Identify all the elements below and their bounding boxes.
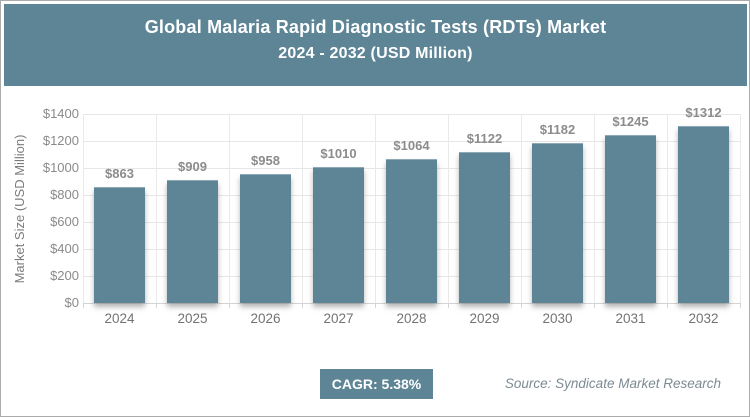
bar-2027 [313,166,364,303]
y-axis-tick-labels: $0 $200 $400 $600 $800 $1000 $1200 $1400 [21,106,79,310]
grid-line-vertical [594,114,595,303]
bar-value-label: $1064 [393,138,430,154]
y-axis-tick-label: $1000 [42,160,79,175]
y-axis-tick-label: $1400 [42,106,79,121]
x-axis-labels: 2024 2025 2026 2027 2028 2029 2030 2031 2032 [83,311,740,331]
y-axis-tick-label: $800 [50,187,79,202]
bar-value-label: $1122 [466,130,503,146]
axis-tick-mark [229,303,230,308]
y-axis-tick-label: $1200 [42,133,79,148]
plot-area: $863 $909 $958 $1010 $1064 $1122 $1182 $1245 $13… [83,105,741,308]
axis-tick-mark [521,303,522,308]
bar-value-label: $863 [105,165,134,181]
grid-line-horizontal [83,303,740,304]
chart-header: Global Malaria Rapid Diagnostic Tests (R… [4,4,747,86]
cagr-badge: CAGR: 5.38% [320,369,433,399]
grid-line-vertical [302,114,303,303]
x-axis-label: 2031 [615,311,646,326]
axis-tick-mark [156,303,157,308]
y-axis-tick-label: $0 [64,295,79,310]
axis-tick-mark [302,303,303,308]
y-axis-tick-label: $400 [50,241,79,256]
grid-line-horizontal [83,114,740,115]
grid-line-vertical [667,114,668,303]
grid-line-vertical [375,114,376,303]
x-axis-label: 2027 [323,311,354,326]
x-axis-label: 2024 [104,311,135,326]
axis-tick-mark [375,303,376,308]
bar-value-label: $1010 [320,145,357,161]
grid-line-horizontal [83,141,740,142]
bar-2026 [240,173,291,303]
bar-2029 [459,151,510,303]
x-axis-label: 2028 [396,311,427,326]
bar-value-label: $909 [178,159,207,175]
x-axis-label: 2030 [542,311,573,326]
x-axis-label: 2032 [688,311,719,326]
y-axis-tick-label: $200 [50,268,79,283]
y-axis-tick-label: $600 [50,214,79,229]
bar-2024 [94,186,145,303]
grid-line-vertical [83,114,84,303]
bar-value-label: $1182 [539,122,576,138]
x-axis-label: 2026 [250,311,281,326]
grid-line-vertical [448,114,449,303]
bar-2031 [605,134,656,303]
grid-line-vertical [229,114,230,303]
bar-2032 [678,125,729,303]
bar-2025 [167,180,218,303]
axis-tick-mark [83,303,84,308]
source-credit: Source: Syndicate Market Research [504,376,721,391]
bar-value-label: $1245 [612,113,649,129]
axis-tick-mark [448,303,449,308]
grid-line-vertical [740,114,741,303]
axis-tick-mark [594,303,595,308]
bar-value-label: $958 [251,152,280,168]
grid-line-vertical [156,114,157,303]
bar-value-label: $1312 [685,104,722,120]
x-axis-label: 2025 [177,311,208,326]
bar-2030 [532,143,583,303]
bar-2028 [386,159,437,303]
grid-line-vertical [521,114,522,303]
chart-subtitle: 2024 - 2032 (USD Million) [278,45,473,62]
axis-tick-mark [667,303,668,308]
chart-title: Global Malaria Rapid Diagnostic Tests (R… [144,17,607,37]
x-axis-label: 2029 [469,311,500,326]
axis-tick-mark [740,303,741,308]
